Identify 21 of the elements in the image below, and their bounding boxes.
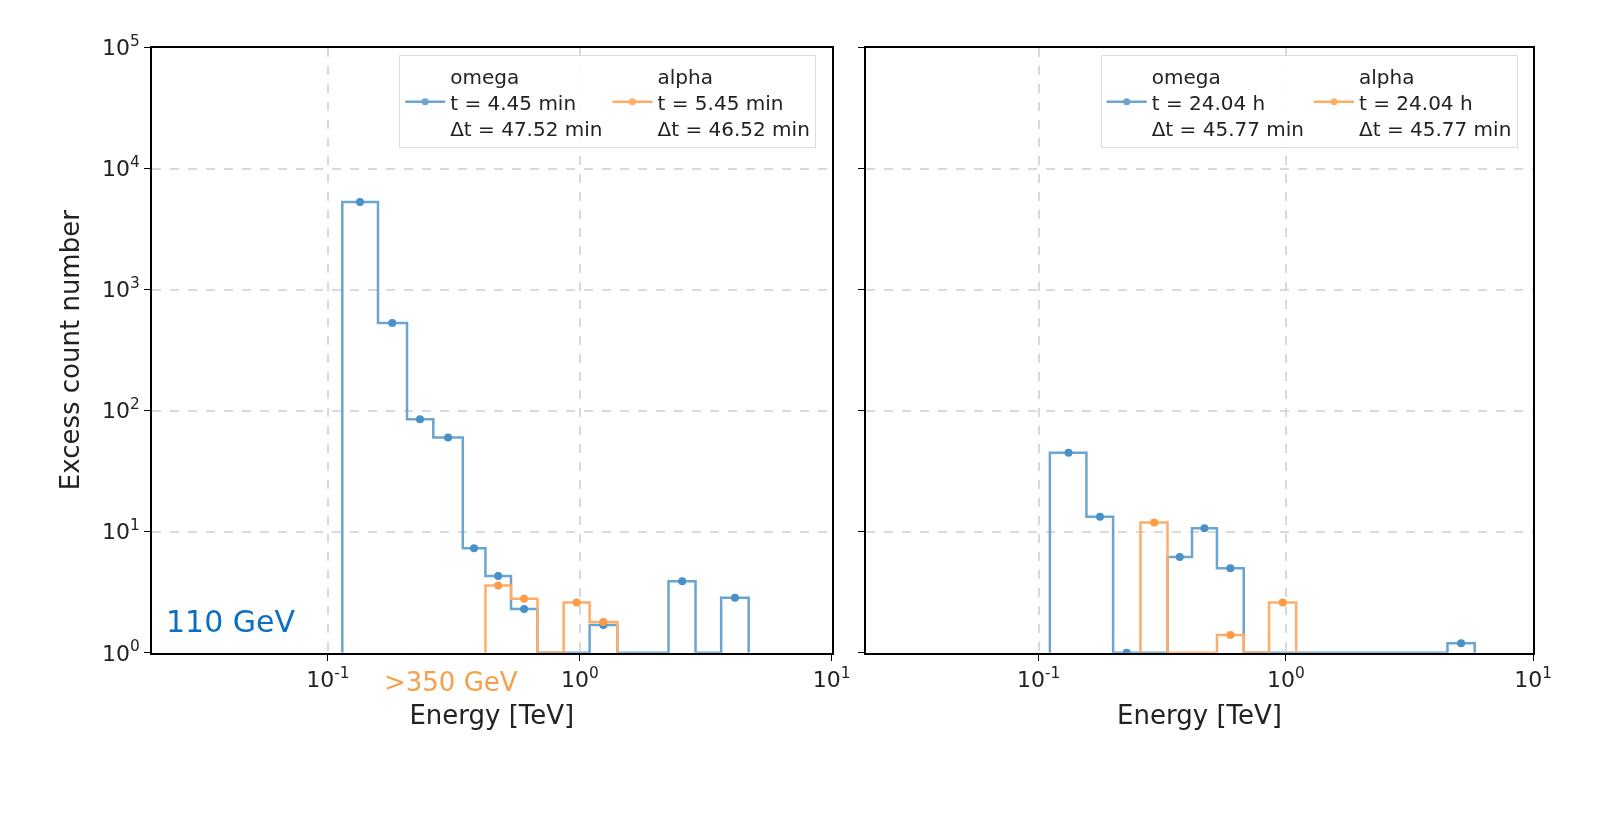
- text: >350 GeV: [384, 667, 518, 697]
- x-tick-label: 10$^{1}$: [1514, 663, 1553, 692]
- legend-label: alpha t = 24.04 h Δt = 45.77 min: [1359, 64, 1512, 141]
- legend-label: omega t = 24.04 h Δt = 45.77 min: [1151, 64, 1305, 141]
- y-tick-label: 10$^{1}$: [101, 516, 140, 545]
- x-axis-title: Energy [TeV]: [1117, 700, 1282, 731]
- x-tick-label: 10$^{-1}$: [306, 663, 350, 692]
- x-tick-label: 10$^{1}$: [812, 663, 851, 692]
- y-axis-title: Excess count number: [54, 209, 85, 491]
- y-tick-label: 10$^{2}$: [101, 395, 140, 424]
- x-axis-title: Energy [TeV]: [409, 700, 575, 731]
- y-tick-label: 10$^{4}$: [101, 153, 140, 182]
- legend-label: omega t = 4.45 min Δt = 47.52 min: [450, 64, 603, 141]
- legend-label: alpha t = 5.45 min Δt = 46.52 min: [657, 64, 810, 141]
- x-tick-label: 10$^{0}$: [560, 663, 599, 692]
- y-tick-label: 10$^{5}$: [101, 31, 140, 61]
- x-tick-label: 10$^{0}$: [1267, 663, 1305, 692]
- x-tick-label: 10$^{-1}$: [1016, 663, 1061, 692]
- y-tick-label: 10$^{3}$: [101, 274, 140, 303]
- annotation: 110 GeV: [166, 604, 296, 639]
- y-tick-label: 10$^{0}$: [101, 637, 140, 666]
